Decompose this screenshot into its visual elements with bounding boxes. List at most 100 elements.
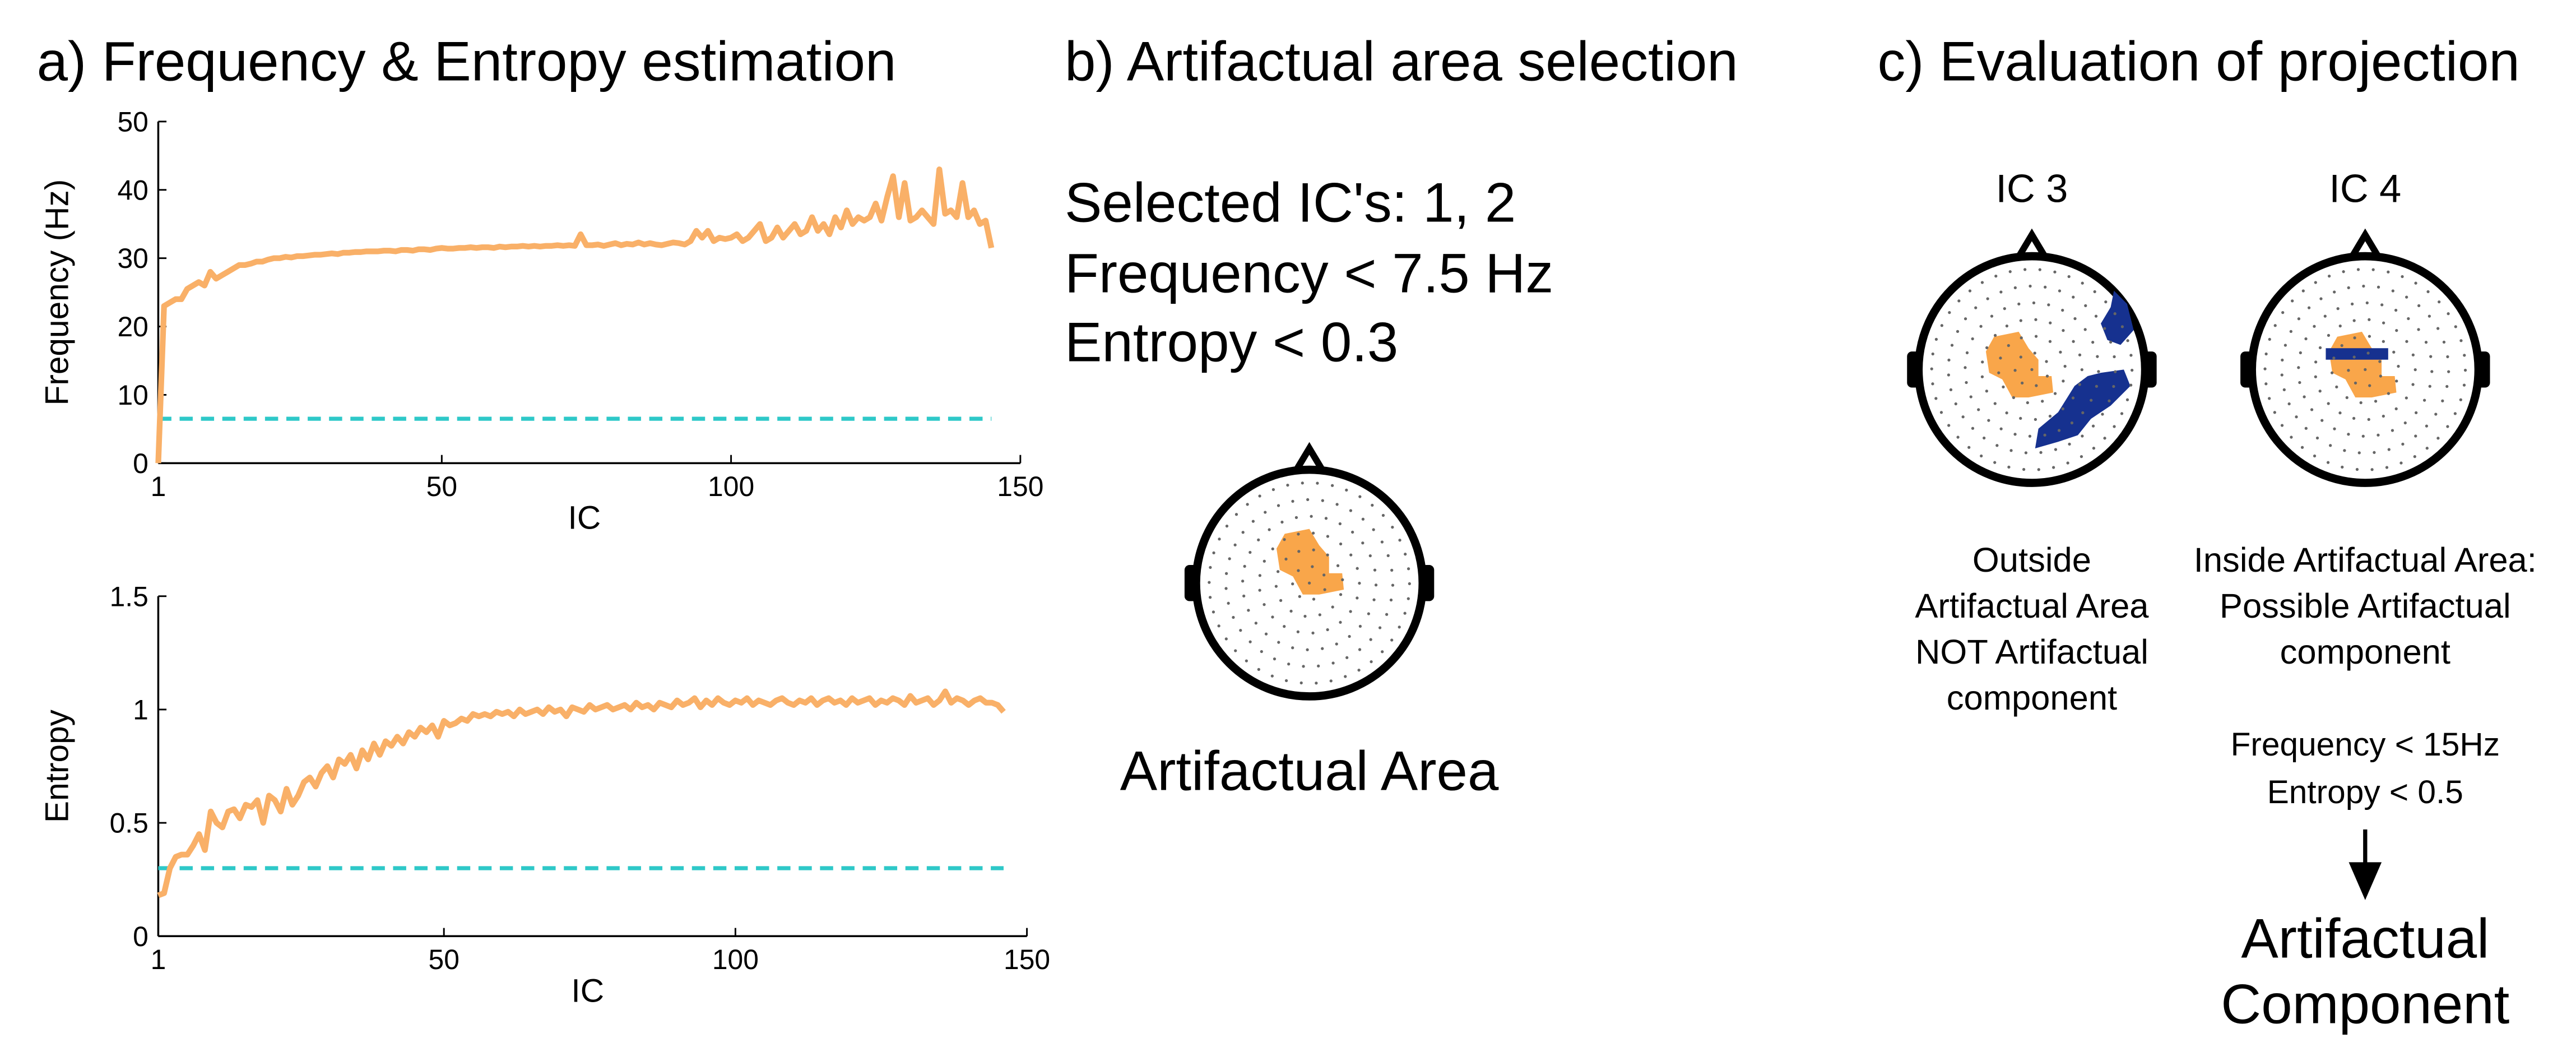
electrode	[2048, 414, 2052, 418]
electrode	[1361, 541, 1364, 545]
electrode	[1964, 317, 1967, 321]
electrode	[2359, 401, 2363, 405]
electrode	[2425, 424, 2429, 428]
electrode	[2022, 467, 2026, 471]
electrode	[2023, 268, 2027, 271]
electrode	[2282, 388, 2286, 392]
electrode	[1208, 596, 1212, 599]
electrode	[2299, 351, 2302, 355]
electrode	[2387, 392, 2391, 395]
electrode	[2392, 350, 2396, 354]
electrode	[1372, 528, 1375, 531]
electrode	[1271, 615, 1274, 619]
electrode	[1335, 642, 1338, 646]
electrode	[1349, 610, 1352, 613]
electrode	[2113, 355, 2116, 359]
electrode	[2101, 413, 2104, 416]
electrode	[2020, 336, 2023, 340]
electrode	[1321, 499, 1324, 502]
electrode	[2033, 351, 2036, 355]
electrode	[1228, 557, 1231, 560]
electrode	[2318, 390, 2322, 393]
electrode	[2447, 370, 2450, 373]
electrode	[1212, 551, 1215, 554]
electrode	[1241, 580, 1245, 583]
electrode	[1374, 583, 1378, 587]
electrode	[2326, 461, 2330, 464]
electrode	[2342, 270, 2345, 274]
electrode	[1981, 360, 1984, 364]
electrode	[1999, 356, 2002, 360]
electrode	[1368, 554, 1372, 558]
electrode	[1373, 568, 1377, 572]
electrode	[2013, 286, 2017, 290]
electrode	[1983, 436, 1986, 440]
electrode	[1306, 648, 1309, 651]
component-area	[2101, 290, 2134, 345]
electrode	[2273, 411, 2276, 414]
electrode	[2297, 366, 2300, 369]
electrode	[2287, 402, 2291, 406]
artifact-area	[1276, 529, 1344, 595]
electrode	[1344, 675, 1347, 678]
electrode	[1302, 665, 1305, 668]
electrode	[2387, 448, 2391, 451]
electrode	[1358, 624, 1362, 628]
electrode	[2126, 339, 2129, 342]
electrode	[2391, 289, 2394, 293]
electrode	[2320, 419, 2324, 422]
electrode	[1312, 597, 1316, 601]
electrode	[1287, 662, 1291, 666]
electrode	[2327, 402, 2330, 405]
electrode	[2281, 358, 2284, 362]
y-axis-label: Entropy	[39, 709, 75, 823]
electrode	[1345, 488, 1348, 492]
electrode	[1986, 297, 1989, 300]
criterion: Entropy < 0.5	[2267, 774, 2463, 810]
electrode	[1403, 611, 1407, 615]
electrode	[1338, 522, 1342, 526]
y-tick-label: 10	[117, 379, 148, 411]
head-caption: component	[1947, 679, 2117, 717]
electrode	[1987, 419, 1990, 422]
electrode	[2304, 427, 2308, 430]
electrode	[2453, 412, 2457, 415]
electrode	[2068, 442, 2071, 446]
electrode	[1349, 553, 1353, 557]
electrode	[1999, 427, 2003, 430]
electrode	[1306, 498, 1310, 502]
electrode	[1317, 664, 1320, 668]
electrode	[2354, 381, 2357, 384]
scalp-map	[1184, 442, 1435, 701]
electrode	[2120, 412, 2124, 415]
electrode	[1930, 367, 1933, 370]
electrode	[2268, 337, 2271, 341]
electrode	[1329, 679, 1333, 683]
electrode	[2281, 311, 2285, 314]
electrode	[1974, 306, 1978, 309]
electrode	[2044, 285, 2047, 289]
electrode	[1956, 330, 1960, 333]
electrode	[1934, 397, 1938, 400]
electrode	[1390, 638, 1394, 642]
electrode	[1990, 314, 1994, 318]
electrode	[2415, 411, 2418, 415]
electrode	[1291, 582, 1294, 586]
electrode	[2313, 325, 2316, 328]
electrode	[1264, 632, 1268, 636]
electrode	[2091, 341, 2095, 344]
y-tick-label: 0	[133, 921, 148, 952]
electrode	[1310, 515, 1313, 518]
electrode	[2019, 355, 2022, 359]
electrode	[1335, 503, 1339, 506]
electrode	[2026, 401, 2029, 405]
electrode	[2280, 424, 2284, 427]
electrode	[1971, 427, 1975, 430]
electrode	[2291, 299, 2294, 303]
electrode	[1257, 668, 1260, 671]
electrode	[1949, 388, 1953, 392]
y-tick-label: 20	[117, 311, 148, 342]
head-label: IC 4	[2329, 166, 2401, 210]
electrode	[2047, 303, 2050, 307]
electrode	[2436, 437, 2440, 440]
